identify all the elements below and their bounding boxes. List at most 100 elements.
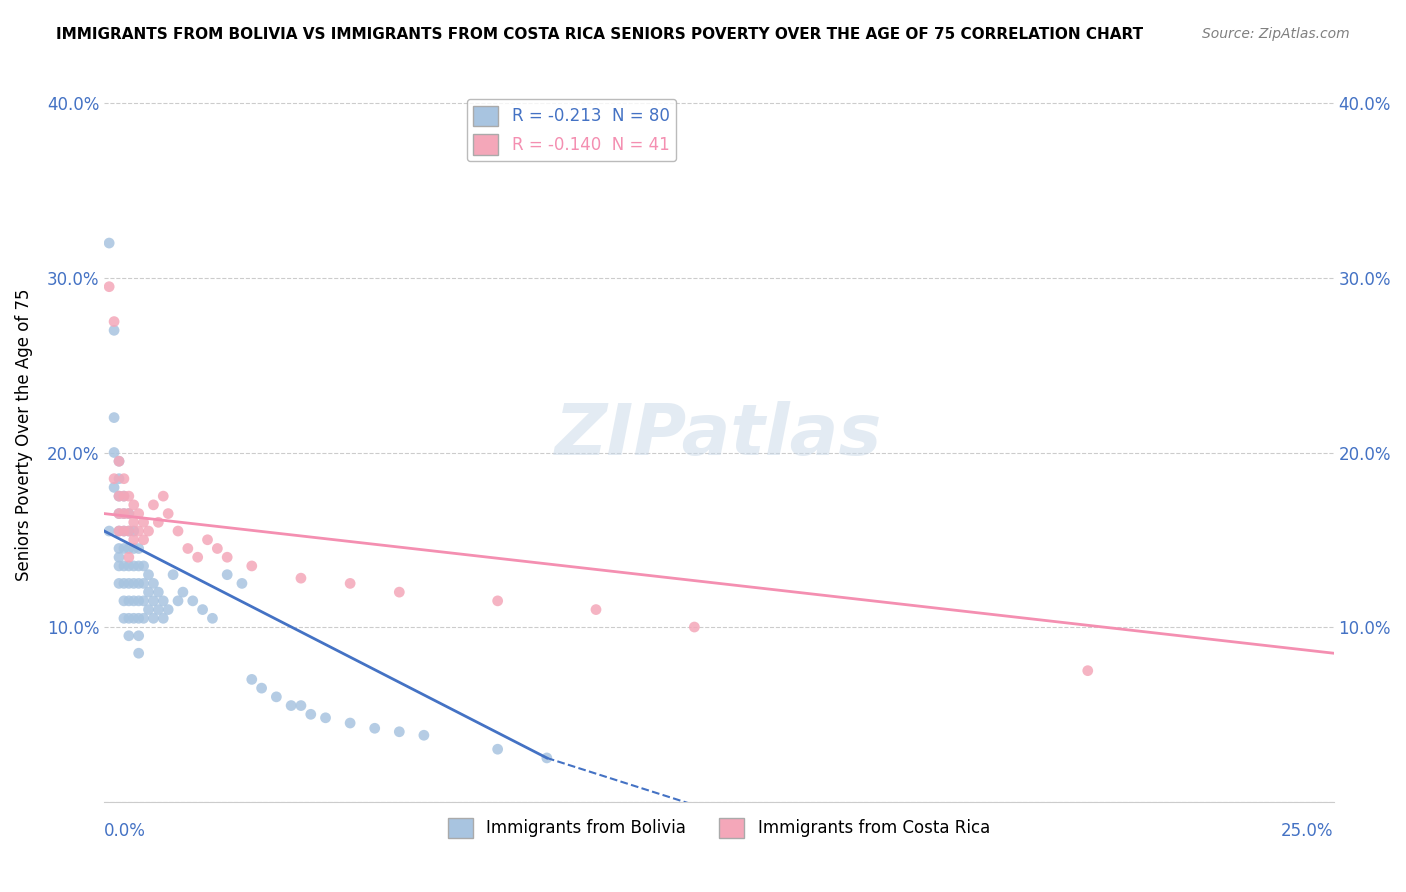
- Point: [112, 594, 135, 608]
- Point: [118, 629, 141, 643]
- Point: [142, 611, 165, 625]
- Point: [108, 507, 131, 521]
- Point: [231, 576, 253, 591]
- Point: [187, 550, 209, 565]
- Point: [112, 558, 135, 573]
- Point: [122, 524, 145, 538]
- Point: [112, 489, 135, 503]
- Point: [108, 489, 131, 503]
- Point: [103, 315, 125, 329]
- Point: [122, 533, 145, 547]
- Point: [118, 611, 141, 625]
- Point: [118, 594, 141, 608]
- Point: [112, 576, 135, 591]
- Point: [128, 524, 150, 538]
- Point: [683, 620, 706, 634]
- Point: [112, 524, 135, 538]
- Point: [103, 323, 125, 337]
- Point: [217, 550, 239, 565]
- Point: [112, 472, 135, 486]
- Point: [132, 594, 155, 608]
- Point: [207, 541, 229, 556]
- Point: [157, 602, 180, 616]
- Point: [138, 567, 160, 582]
- Point: [132, 516, 155, 530]
- Text: IMMIGRANTS FROM BOLIVIA VS IMMIGRANTS FROM COSTA RICA SENIORS POVERTY OVER THE A: IMMIGRANTS FROM BOLIVIA VS IMMIGRANTS FR…: [56, 27, 1143, 42]
- Text: ZIPatlas: ZIPatlas: [555, 401, 883, 469]
- Legend: Immigrants from Bolivia, Immigrants from Costa Rica: Immigrants from Bolivia, Immigrants from…: [441, 811, 997, 845]
- Point: [201, 611, 224, 625]
- Point: [112, 524, 135, 538]
- Point: [142, 576, 165, 591]
- Point: [162, 567, 184, 582]
- Point: [118, 541, 141, 556]
- Point: [118, 558, 141, 573]
- Point: [132, 611, 155, 625]
- Point: [118, 507, 141, 521]
- Point: [128, 611, 150, 625]
- Point: [138, 585, 160, 599]
- Point: [128, 646, 150, 660]
- Point: [122, 594, 145, 608]
- Point: [148, 516, 170, 530]
- Point: [122, 498, 145, 512]
- Point: [364, 721, 387, 735]
- Point: [128, 594, 150, 608]
- Point: [250, 681, 273, 695]
- Point: [112, 611, 135, 625]
- Point: [108, 558, 131, 573]
- Point: [1077, 664, 1099, 678]
- Point: [118, 576, 141, 591]
- Point: [339, 716, 361, 731]
- Point: [181, 594, 204, 608]
- Point: [128, 629, 150, 643]
- Text: 0.0%: 0.0%: [104, 822, 146, 840]
- Point: [108, 524, 131, 538]
- Point: [112, 541, 135, 556]
- Point: [108, 454, 131, 468]
- Point: [122, 516, 145, 530]
- Point: [142, 594, 165, 608]
- Point: [177, 541, 200, 556]
- Point: [122, 576, 145, 591]
- Point: [108, 524, 131, 538]
- Point: [108, 576, 131, 591]
- Text: 25.0%: 25.0%: [1281, 822, 1334, 840]
- Point: [290, 698, 312, 713]
- Point: [108, 507, 131, 521]
- Point: [299, 707, 322, 722]
- Point: [536, 751, 558, 765]
- Point: [112, 507, 135, 521]
- Point: [240, 558, 263, 573]
- Point: [585, 602, 607, 616]
- Point: [388, 724, 411, 739]
- Point: [108, 550, 131, 565]
- Point: [486, 742, 509, 756]
- Point: [132, 576, 155, 591]
- Point: [142, 498, 165, 512]
- Point: [112, 507, 135, 521]
- Point: [98, 279, 121, 293]
- Point: [103, 480, 125, 494]
- Point: [128, 507, 150, 521]
- Point: [172, 585, 194, 599]
- Point: [103, 445, 125, 459]
- Point: [112, 489, 135, 503]
- Point: [191, 602, 214, 616]
- Point: [167, 594, 190, 608]
- Point: [98, 235, 121, 250]
- Point: [122, 541, 145, 556]
- Point: [132, 533, 155, 547]
- Point: [122, 558, 145, 573]
- Point: [217, 567, 239, 582]
- Point: [118, 550, 141, 565]
- Point: [290, 571, 312, 585]
- Point: [167, 524, 190, 538]
- Point: [486, 594, 509, 608]
- Point: [122, 611, 145, 625]
- Point: [197, 533, 219, 547]
- Point: [152, 594, 174, 608]
- Text: Source: ZipAtlas.com: Source: ZipAtlas.com: [1202, 27, 1350, 41]
- Point: [315, 711, 337, 725]
- Point: [412, 728, 434, 742]
